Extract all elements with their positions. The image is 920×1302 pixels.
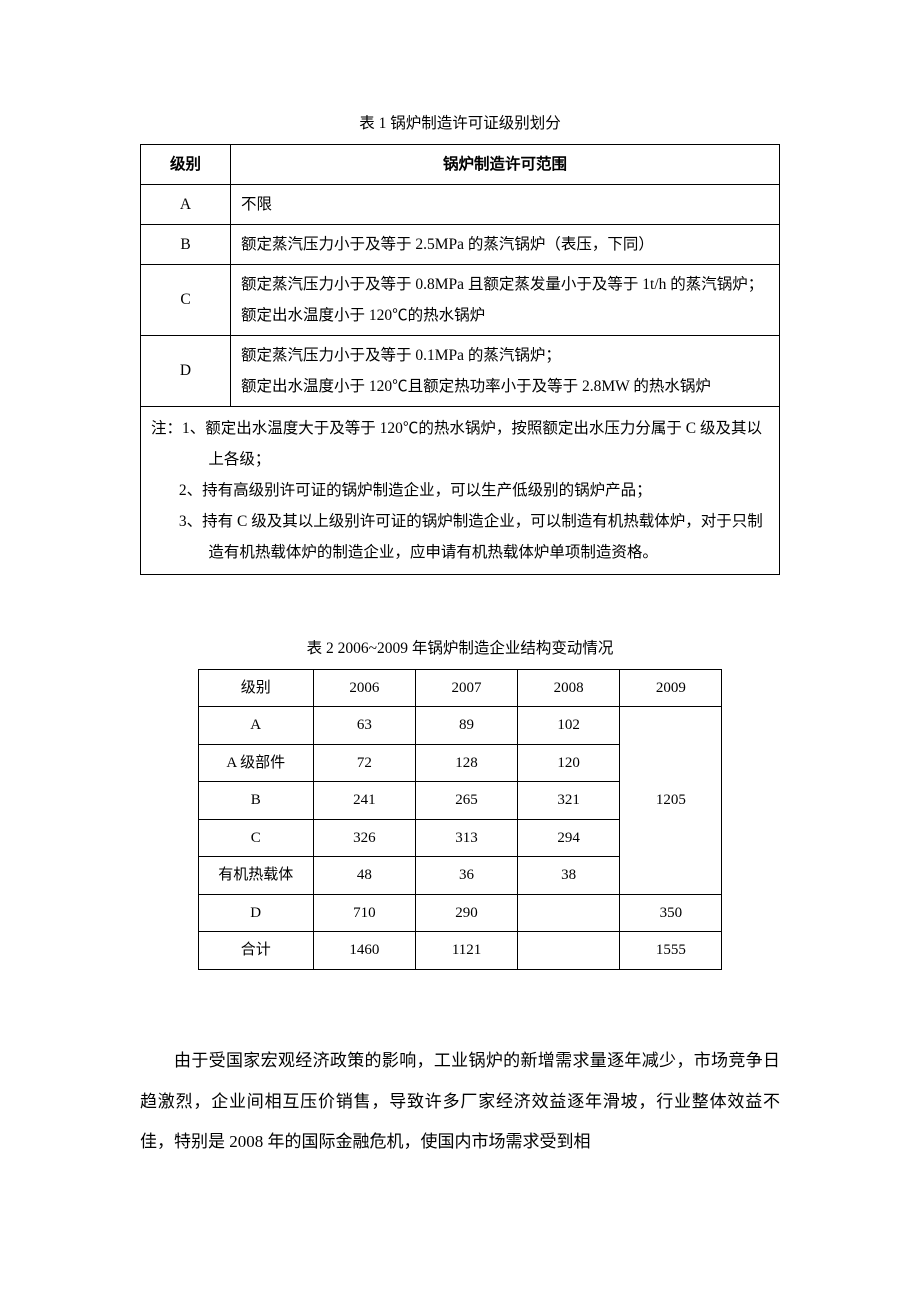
table2-cell: B [198,782,313,820]
table2: 级别 2006 2007 2008 2009 A 63 89 102 1205 … [198,669,723,970]
table2-cell: 321 [518,782,620,820]
table2-cell: 1121 [415,932,517,970]
table1: 级别 锅炉制造许可范围 A 不限 B 额定蒸汽压力小于及等于 2.5MPa 的蒸… [140,144,780,575]
table2-cell: 128 [415,744,517,782]
table2-header: 2009 [620,669,722,707]
table1-header-scope: 锅炉制造许可范围 [231,144,780,184]
table1-desc: 额定蒸汽压力小于及等于 2.5MPa 的蒸汽锅炉（表压，下同） [231,224,780,264]
table-row: C 额定蒸汽压力小于及等于 0.8MPa 且额定蒸发量小于及等于 1t/h 的蒸… [141,264,780,335]
table1-note: 2、持有高级别许可证的锅炉制造企业，可以生产低级别的锅炉产品； [151,475,769,506]
table1-level: B [141,224,231,264]
table2-cell: 326 [313,819,415,857]
table2-cell: 72 [313,744,415,782]
table1-note: 3、持有 C 级及其以上级别许可证的锅炉制造企业，可以制造有机热载体炉，对于只制… [151,506,769,568]
table2-cell: D [198,894,313,932]
table2-cell: 294 [518,819,620,857]
table2-cell: 265 [415,782,517,820]
table2-header: 级别 [198,669,313,707]
table2-header: 2006 [313,669,415,707]
table1-note: 注：1、额定出水温度大于及等于 120℃的热水锅炉，按照额定出水压力分属于 C … [151,413,769,475]
table2-cell: 89 [415,707,517,745]
table1-level: C [141,264,231,335]
table2-cell: 合计 [198,932,313,970]
table2-cell: 1555 [620,932,722,970]
table-row: B 额定蒸汽压力小于及等于 2.5MPa 的蒸汽锅炉（表压，下同） [141,224,780,264]
table-row: 注：1、额定出水温度大于及等于 120℃的热水锅炉，按照额定出水压力分属于 C … [141,406,780,574]
table2-cell [518,894,620,932]
table2-cell: 313 [415,819,517,857]
table1-caption: 表 1 锅炉制造许可证级别划分 [140,110,780,138]
table-row: 合计 1460 1121 1555 [198,932,722,970]
table2-cell: 350 [620,894,722,932]
table-row: 级别 锅炉制造许可范围 [141,144,780,184]
table2-cell: 有机热载体 [198,857,313,895]
table2-cell: 290 [415,894,517,932]
table2-header: 2008 [518,669,620,707]
table2-merged-2009: 1205 [620,707,722,895]
table1-level: A [141,184,231,224]
table1-desc: 额定蒸汽压力小于及等于 0.8MPa 且额定蒸发量小于及等于 1t/h 的蒸汽锅… [231,264,780,335]
table1-level: D [141,335,231,406]
table-row: D 额定蒸汽压力小于及等于 0.1MPa 的蒸汽锅炉；额定出水温度小于 120℃… [141,335,780,406]
table2-cell: 1460 [313,932,415,970]
table-row: 级别 2006 2007 2008 2009 [198,669,722,707]
table2-cell: A [198,707,313,745]
table2-caption: 表 2 2006~2009 年锅炉制造企业结构变动情况 [140,635,780,663]
table-row: A 63 89 102 1205 [198,707,722,745]
table2-cell: 241 [313,782,415,820]
table2-cell: 120 [518,744,620,782]
table2-cell: 63 [313,707,415,745]
table-row: A 不限 [141,184,780,224]
table1-desc: 额定蒸汽压力小于及等于 0.1MPa 的蒸汽锅炉；额定出水温度小于 120℃且额… [231,335,780,406]
table2-cell: A 级部件 [198,744,313,782]
table1-notes: 注：1、额定出水温度大于及等于 120℃的热水锅炉，按照额定出水压力分属于 C … [141,406,780,574]
table2-cell: 102 [518,707,620,745]
body-paragraph: 由于受国家宏观经济政策的影响，工业锅炉的新增需求量逐年减少，市场竞争日趋激烈，企… [140,1041,780,1163]
table2-cell: 710 [313,894,415,932]
table1-desc: 不限 [231,184,780,224]
table2-cell: C [198,819,313,857]
table1-header-level: 级别 [141,144,231,184]
table2-cell [518,932,620,970]
table2-cell: 36 [415,857,517,895]
table2-cell: 48 [313,857,415,895]
table2-header: 2007 [415,669,517,707]
table-row: D 710 290 350 [198,894,722,932]
table2-cell: 38 [518,857,620,895]
